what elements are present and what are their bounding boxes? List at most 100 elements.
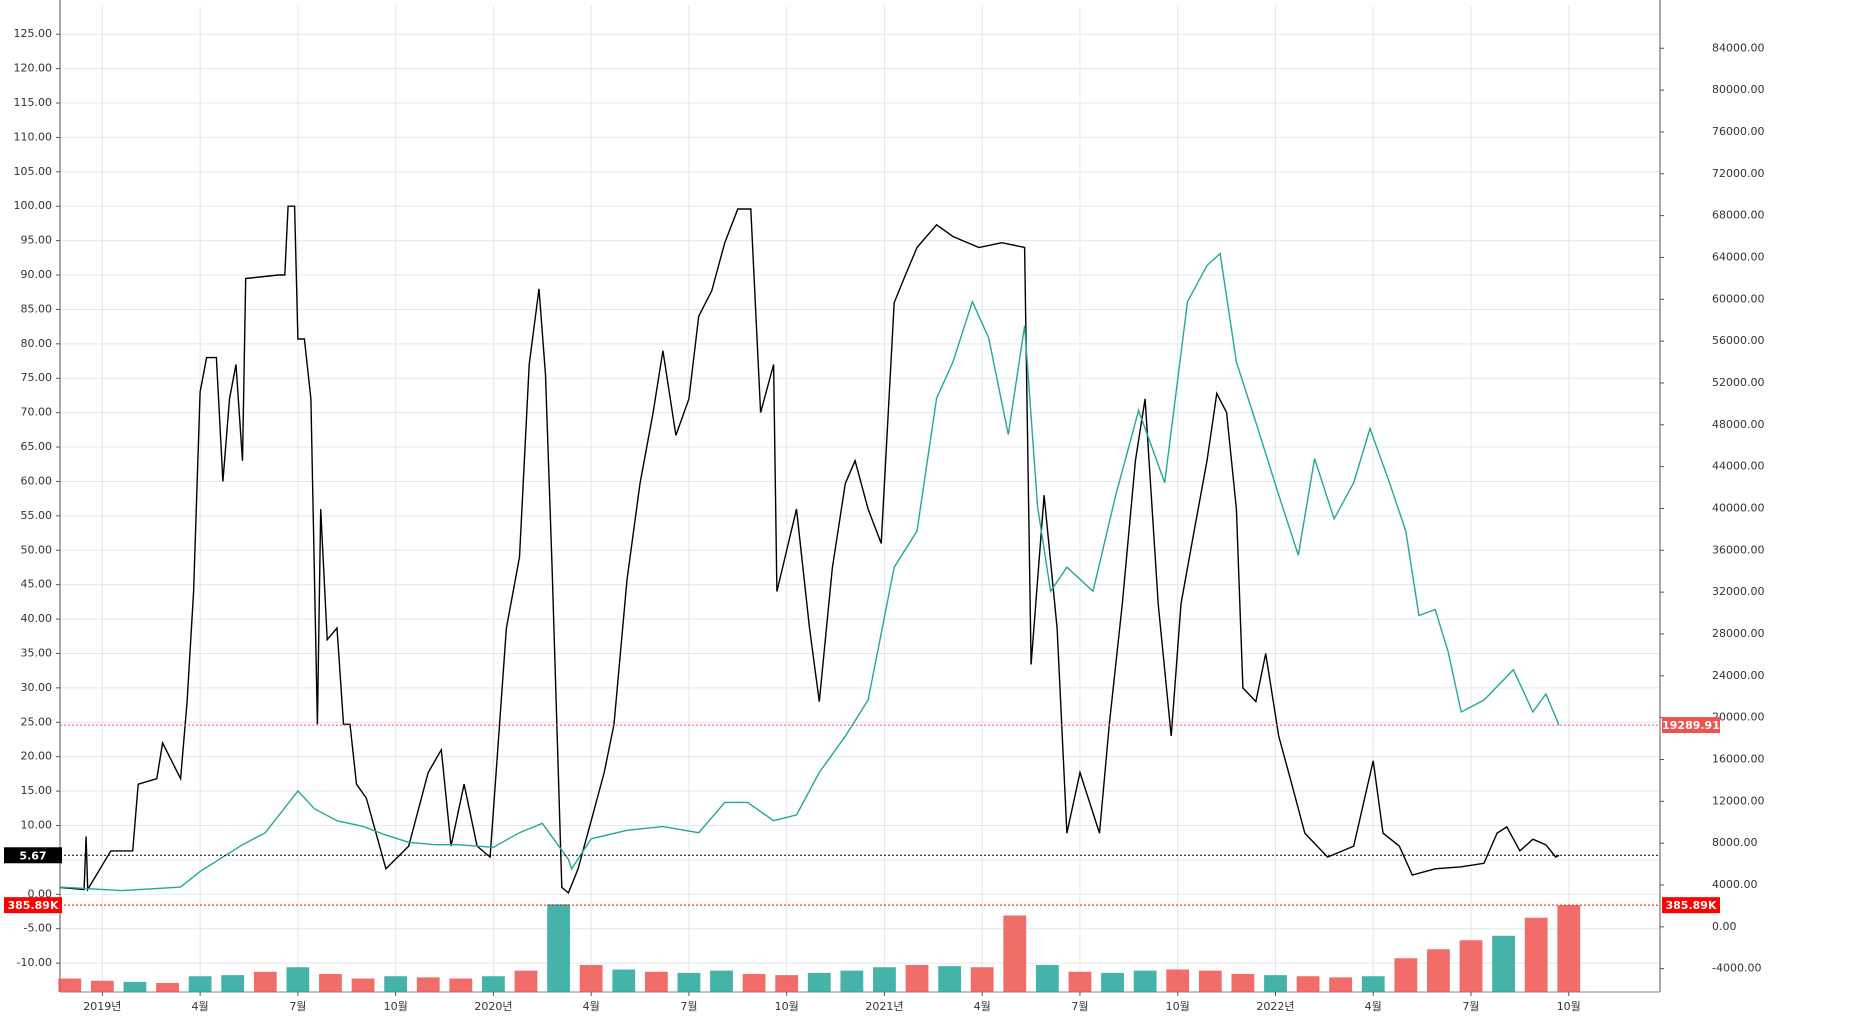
x-tick-label: 7월 xyxy=(680,1000,697,1013)
y2-tick-label: 24000.00 xyxy=(1712,669,1765,682)
volume-bar xyxy=(1557,905,1581,992)
volume-bar xyxy=(384,976,408,992)
x-tick-label: 7월 xyxy=(1462,1000,1479,1013)
x-tick-label: 4월 xyxy=(1365,1000,1382,1013)
y-tick-label: 85.00 xyxy=(21,302,53,315)
y2-tick-label: 28000.00 xyxy=(1712,627,1765,640)
y2-tick-label: 80000.00 xyxy=(1712,83,1765,96)
marker-badge xyxy=(1662,717,1720,734)
volume-bar xyxy=(970,967,994,992)
volume-bar xyxy=(351,978,375,992)
volume-bar xyxy=(286,967,310,992)
volume-bar xyxy=(1068,971,1092,992)
x-tick-label: 2021년 xyxy=(865,1000,903,1013)
volume-bar xyxy=(1133,970,1157,992)
volume-bar xyxy=(221,975,245,992)
y-tick-label: 110.00 xyxy=(14,130,53,143)
y-tick-label: 125.00 xyxy=(14,27,53,40)
volume-bar xyxy=(1166,969,1190,992)
y2-tick-label: 36000.00 xyxy=(1712,543,1765,556)
y2-tick-label: 8000.00 xyxy=(1712,836,1758,849)
y-tick-label: 120.00 xyxy=(14,62,53,75)
y2-tick-label: 32000.00 xyxy=(1712,585,1765,598)
x-tick-label: 10월 xyxy=(775,1000,799,1013)
volume-bar xyxy=(253,971,277,992)
volume-bar xyxy=(742,974,766,992)
y2-tick-label: 16000.00 xyxy=(1712,752,1765,765)
y-tick-label: 0.00 xyxy=(28,887,53,900)
series-line xyxy=(59,252,1560,892)
y-tick-label: 35.00 xyxy=(21,646,53,659)
volume-bar xyxy=(579,965,603,992)
y2-tick-label: 60000.00 xyxy=(1712,292,1765,305)
marker-badge xyxy=(1662,897,1720,914)
y2-tick-label: 52000.00 xyxy=(1712,376,1765,389)
volume-bar xyxy=(807,972,831,992)
volume-bar xyxy=(905,965,929,992)
y-tick-label: 50.00 xyxy=(21,543,53,556)
y-tick-label: -10.00 xyxy=(17,956,52,969)
x-tick-label: 2019년 xyxy=(83,1000,121,1013)
volume-bar xyxy=(677,972,701,992)
y2-tick-label: -4000.00 xyxy=(1712,962,1761,975)
marker-label: 5.67 xyxy=(19,849,46,862)
volume-bar xyxy=(1264,975,1287,992)
y-tick-label: 115.00 xyxy=(14,96,53,109)
volume-bar xyxy=(710,970,733,992)
x-tick-label: 10월 xyxy=(1166,1000,1190,1013)
volume-bar xyxy=(1329,977,1353,992)
volume-bar xyxy=(1459,940,1483,992)
y-tick-label: 10.00 xyxy=(21,818,53,831)
y-tick-label: 15.00 xyxy=(21,784,53,797)
volume-bar xyxy=(449,978,473,992)
y-tick-label: 25.00 xyxy=(21,715,53,728)
volume-bar xyxy=(319,974,342,992)
x-tick-label: 4월 xyxy=(192,1000,209,1013)
volume-bar xyxy=(481,976,505,992)
y-tick-label: -5.00 xyxy=(24,922,52,935)
volume-bar xyxy=(156,983,179,992)
marker-badge xyxy=(4,897,62,914)
volume-bar xyxy=(938,966,962,992)
y2-tick-label: 84000.00 xyxy=(1712,41,1765,54)
y2-tick-label: 68000.00 xyxy=(1712,209,1765,222)
y-tick-label: 30.00 xyxy=(21,681,53,694)
y-tick-label: 20.00 xyxy=(21,750,53,763)
volume-bar xyxy=(1003,915,1027,992)
y2-tick-label: 0.00 xyxy=(1712,920,1737,933)
x-tick-label: 10월 xyxy=(384,1000,408,1013)
volume-bar xyxy=(1296,976,1320,992)
y2-tick-label: 56000.00 xyxy=(1712,334,1765,347)
volume-bar xyxy=(1492,935,1515,992)
volume-bar xyxy=(1231,974,1255,992)
y-tick-label: 45.00 xyxy=(21,578,53,591)
series-line xyxy=(59,205,1560,895)
y-tick-label: 55.00 xyxy=(21,509,53,522)
volume-bar xyxy=(775,975,799,992)
volume-bar xyxy=(612,969,636,992)
x-tick-label: 7월 xyxy=(1071,1000,1088,1013)
y2-tick-label: 20000.00 xyxy=(1712,711,1765,724)
volume-bar xyxy=(873,967,896,992)
y-tick-label: 105.00 xyxy=(14,165,53,178)
volume-bar xyxy=(1361,976,1385,992)
marker-label: 385.89K xyxy=(1666,899,1717,912)
y-tick-label: 80.00 xyxy=(21,337,53,350)
volume-bar xyxy=(514,970,538,992)
x-tick-label: 2020년 xyxy=(474,1000,512,1013)
y2-tick-label: 12000.00 xyxy=(1712,794,1765,807)
y-tick-label: 40.00 xyxy=(21,612,53,625)
volume-bar xyxy=(1427,949,1450,992)
volume-bar xyxy=(1101,972,1124,992)
y-tick-label: 65.00 xyxy=(21,440,53,453)
volume-bar xyxy=(1198,970,1222,992)
volume-bar xyxy=(840,970,864,992)
x-tick-label: 2022년 xyxy=(1256,1000,1294,1013)
marker-label: 385.89K xyxy=(8,899,59,912)
y-tick-label: 100.00 xyxy=(14,199,53,212)
volume-bar xyxy=(1524,917,1548,992)
y-tick-label: 95.00 xyxy=(21,234,53,247)
volume-bar xyxy=(188,976,212,992)
y-tick-label: 70.00 xyxy=(21,406,53,419)
x-tick-label: 7월 xyxy=(289,1000,306,1013)
